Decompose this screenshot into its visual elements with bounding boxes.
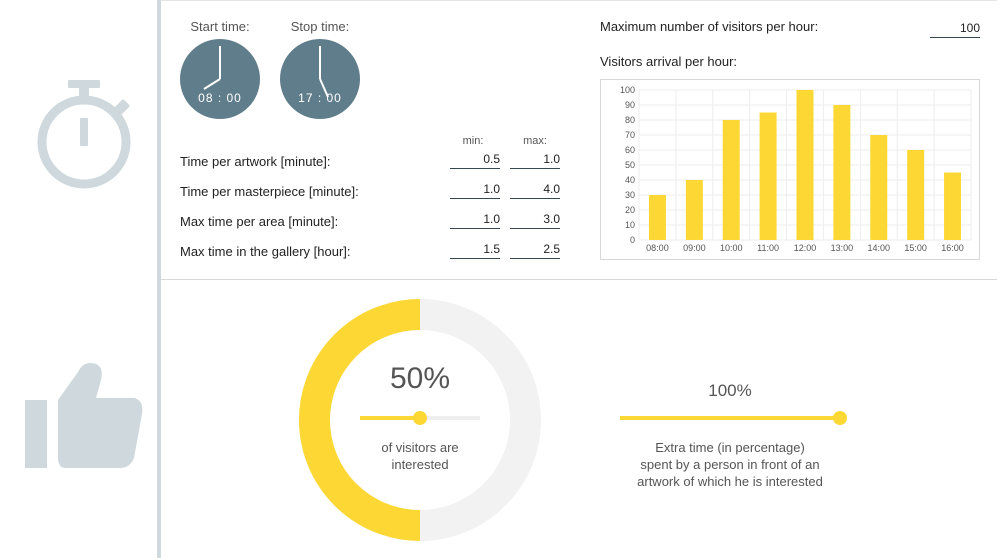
max-time-in-gallery-min-input[interactable]: 1.5 [450,240,500,259]
chart-bar [648,195,666,240]
start-time-clock[interactable]: 08 : 00 [180,39,260,119]
interest-slider-thumb[interactable] [413,411,427,425]
top-border [161,0,997,1]
x-tick-label: 09:00 [683,243,706,253]
stop-time-label: Stop time: [290,19,350,34]
interest-donut [299,299,541,541]
clock-face-icon [280,39,360,119]
y-tick-label: 70 [625,130,635,140]
y-tick-label: 20 [625,205,635,215]
interest-description-line1: of visitors are [381,440,459,455]
section-divider [161,279,997,280]
x-tick-label: 11:00 [757,243,779,253]
param-label-time-per-artwork: Time per artwork [minute]: [180,154,331,169]
x-tick-label: 08:00 [646,243,669,253]
y-tick-label: 0 [630,235,635,245]
x-tick-label: 15:00 [904,243,927,253]
y-tick-label: 80 [625,115,635,125]
interest-slider[interactable] [360,411,480,425]
thumbs-up-icon [25,363,143,468]
chart-bar [944,172,962,240]
arrival-chart-svg: 0 10 20 30 40 50 60 70 80 90 100 08:00 09:00 10:00 11:… [620,85,972,253]
chart-bar [722,120,740,240]
max-time-in-gallery-max-input[interactable]: 2.5 [510,240,560,259]
max-time-per-area-max-input[interactable]: 3.0 [510,210,560,229]
chart-bar [685,180,703,240]
param-label-max-time-per-area: Max time per area [minute]: [180,214,339,229]
extra-time-slider-thumb[interactable] [833,411,847,425]
time-per-masterpiece-min-input[interactable]: 1.0 [450,180,500,199]
x-tick-label: 16:00 [941,243,964,253]
donut-fill [299,299,421,541]
x-tick-label: 12:00 [794,243,817,253]
min-header: min: [462,135,484,147]
stop-time-clock[interactable]: 17 : 00 [280,39,360,119]
interest-description: of visitors are interested [340,439,500,473]
y-tick-label: 30 [625,190,635,200]
start-time-label: Start time: [190,19,250,34]
stop-time-value: 17 : 00 [298,91,342,105]
max-visitors-label: Maximum number of visitors per hour: [600,19,819,34]
x-tick-label: 13:00 [831,243,854,253]
y-tick-label: 50 [625,160,635,170]
interest-slider-fill [360,416,420,420]
chart-bar [833,105,851,240]
y-tick-label: 100 [620,85,635,95]
chart-bar [907,150,925,240]
extra-time-description-line2: spent by a person in front of an [640,457,820,472]
start-time-value: 08 : 00 [198,91,242,105]
y-tick-label: 10 [625,220,635,230]
arrival-label: Visitors arrival per hour: [600,54,738,69]
max-header: max: [523,135,547,147]
sidebar-divider [157,0,161,558]
x-tick-label: 14:00 [868,243,891,253]
extra-time-description-line1: Extra time (in percentage) [655,440,805,455]
y-tick-label: 40 [625,175,635,185]
max-time-per-area-min-input[interactable]: 1.0 [450,210,500,229]
arrival-chart[interactable]: 0 10 20 30 40 50 60 70 80 90 100 08:00 09:00 10:00 11:… [600,79,980,260]
extra-time-description: Extra time (in percentage) spent by a pe… [610,439,850,490]
y-tick-label: 90 [625,100,635,110]
interest-percent: 50% [389,362,451,395]
x-tick-label: 10:00 [720,243,743,253]
y-tick-label: 60 [625,145,635,155]
time-per-artwork-max-input[interactable]: 1.0 [510,150,560,169]
param-label-time-per-masterpiece: Time per masterpiece [minute]: [180,184,359,199]
chart-bar [796,90,814,240]
chart-bar [759,112,777,240]
chart-bar [870,135,888,240]
time-per-masterpiece-max-input[interactable]: 4.0 [510,180,560,199]
extra-time-slider[interactable] [620,411,847,425]
interest-description-line2: interested [391,457,449,472]
clock-face-icon [180,39,260,119]
param-label-max-time-in-gallery: Max time in the gallery [hour]: [180,244,351,259]
time-per-artwork-min-input[interactable]: 0.5 [450,150,500,169]
extra-time-description-line3: artwork of which he is interested [637,474,823,489]
max-visitors-input[interactable]: 100 [930,19,980,38]
stopwatch-icon [37,80,131,189]
extra-time-slider-fill [620,416,840,420]
extra-time-percent: 100% [708,381,752,400]
